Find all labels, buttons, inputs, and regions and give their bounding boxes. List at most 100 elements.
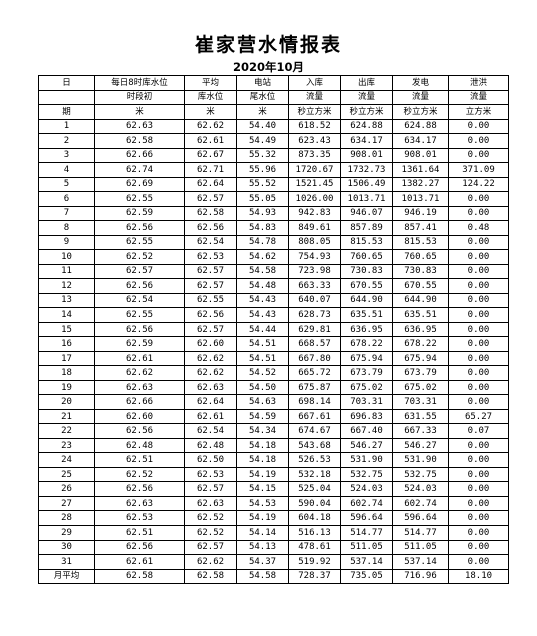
header-cell-tailwater-level: 尾水位 [236, 89, 289, 106]
cell-start-level: 62.56 [94, 321, 185, 338]
cell-spill-flow: 0.00 [448, 278, 509, 294]
table-row: 18 62.62 62.62 54.52 665.72 673.79 673.79 0.00 [38, 365, 509, 381]
cell-power-flow: 673.79 [392, 365, 449, 381]
cell-avg-level: 62.58 [184, 568, 237, 585]
cell-power-flow: 546.27 [392, 437, 449, 454]
cell-start-level: 62.61 [94, 554, 185, 570]
header-cell-power-flow: 发电 [392, 75, 449, 91]
cell-inflow: 519.92 [288, 554, 341, 570]
cell-outflow: 675.94 [340, 350, 393, 367]
cell-outflow: 675.02 [340, 379, 393, 396]
cell-avg-level: 62.62 [184, 365, 237, 381]
cell-avg-level: 62.71 [184, 162, 237, 178]
cell-start-level: 62.62 [94, 365, 185, 381]
cell-tailwater-level: 54.40 [236, 118, 289, 135]
cell-tailwater-level: 54.50 [236, 379, 289, 396]
cell-avg-level: 62.57 [184, 278, 237, 294]
cell-avg-level: 62.55 [184, 292, 237, 309]
table-row: 12 62.56 62.57 54.48 663.33 670.55 670.55 0.00 [38, 278, 509, 294]
cell-tailwater-level: 54.18 [236, 437, 289, 454]
cell-avg-level: 62.63 [184, 379, 237, 396]
cell-date: 17 [38, 350, 95, 367]
cell-power-flow: 524.03 [392, 481, 449, 497]
cell-outflow: 514.77 [340, 525, 393, 541]
cell-tailwater-level: 55.52 [236, 176, 289, 193]
header-cell-power-flow: 流量 [392, 89, 449, 106]
cell-inflow: 628.73 [288, 307, 341, 323]
cell-power-flow: 716.96 [392, 568, 449, 585]
cell-inflow: 698.14 [288, 394, 341, 410]
header-cell-inflow: 秒立方米 [288, 104, 341, 120]
cell-inflow: 1521.45 [288, 176, 341, 193]
cell-inflow: 526.53 [288, 452, 341, 468]
cell-inflow: 723.98 [288, 263, 341, 280]
cell-tailwater-level: 54.63 [236, 394, 289, 410]
cell-avg-level: 62.48 [184, 437, 237, 454]
cell-date: 25 [38, 466, 95, 483]
cell-spill-flow: 0.00 [448, 481, 509, 497]
cell-inflow: 618.52 [288, 118, 341, 135]
cell-inflow: 604.18 [288, 510, 341, 526]
cell-power-flow: 730.83 [392, 263, 449, 280]
cell-outflow: 602.74 [340, 495, 393, 512]
cell-power-flow: 946.19 [392, 205, 449, 222]
cell-tailwater-level: 54.51 [236, 350, 289, 367]
cell-power-flow: 635.51 [392, 307, 449, 323]
cell-start-level: 62.58 [94, 568, 185, 585]
cell-inflow: 532.18 [288, 466, 341, 483]
cell-tailwater-level: 54.58 [236, 568, 289, 585]
cell-spill-flow: 0.00 [448, 249, 509, 265]
cell-spill-flow: 124.22 [448, 176, 509, 193]
cell-spill-flow: 0.00 [448, 394, 509, 410]
header-cell-spill-flow: 泄洪 [448, 75, 509, 91]
cell-spill-flow: 0.00 [448, 191, 509, 207]
cell-inflow: 1720.67 [288, 162, 341, 178]
cell-power-flow: 511.05 [392, 539, 449, 555]
header-cell-tailwater-level: 米 [236, 104, 289, 120]
cell-tailwater-level: 55.05 [236, 191, 289, 207]
cell-outflow: 644.90 [340, 292, 393, 309]
header-cell-date: 日 [38, 75, 95, 91]
cell-inflow: 675.87 [288, 379, 341, 396]
table-row: 15 62.56 62.57 54.44 629.81 636.95 636.95 0.00 [38, 321, 509, 338]
cell-outflow: 667.40 [340, 423, 393, 439]
cell-avg-level: 62.56 [184, 307, 237, 323]
header-cell-inflow: 流量 [288, 89, 341, 106]
cell-inflow: 543.68 [288, 437, 341, 454]
cell-start-level: 62.53 [94, 510, 185, 526]
cell-tailwater-level: 54.34 [236, 423, 289, 439]
table-row: 7 62.59 62.58 54.93 942.83 946.07 946.19 0.00 [38, 205, 509, 222]
cell-tailwater-level: 54.58 [236, 263, 289, 280]
cell-power-flow: 815.53 [392, 234, 449, 251]
cell-date: 26 [38, 481, 95, 497]
cell-start-level: 62.51 [94, 452, 185, 468]
cell-power-flow: 1382.27 [392, 176, 449, 193]
cell-start-level: 62.52 [94, 249, 185, 265]
cell-inflow: 728.37 [288, 568, 341, 585]
cell-spill-flow: 0.00 [448, 292, 509, 309]
cell-inflow: 942.83 [288, 205, 341, 222]
cell-date: 30 [38, 539, 95, 555]
table-row: 22 62.56 62.54 54.34 674.67 667.40 667.33 0.07 [38, 423, 509, 439]
cell-outflow: 532.75 [340, 466, 393, 483]
cell-outflow: 703.31 [340, 394, 393, 410]
cell-tailwater-level: 54.59 [236, 408, 289, 425]
cell-tailwater-level: 54.52 [236, 365, 289, 381]
cell-start-level: 62.57 [94, 263, 185, 280]
cell-start-level: 62.54 [94, 292, 185, 309]
cell-outflow: 524.03 [340, 481, 393, 497]
cell-outflow: 1506.49 [340, 176, 393, 193]
table-row: 31 62.61 62.62 54.37 519.92 537.14 537.14 0.00 [38, 554, 509, 570]
cell-power-flow: 678.22 [392, 336, 449, 352]
cell-avg-level: 62.62 [184, 350, 237, 367]
table-body: 日每日8时库水位 平均 电站 入库 出库 发电 泄洪 时段初 库水位 尾水位 流量 流量 流量 流量期米米… [38, 75, 509, 585]
cell-date: 16 [38, 336, 95, 352]
cell-date: 21 [38, 408, 95, 425]
table-row: 16 62.59 62.60 54.51 668.57 678.22 678.22 0.00 [38, 336, 509, 352]
cell-outflow: 1013.71 [340, 191, 393, 207]
cell-outflow: 696.83 [340, 408, 393, 425]
cell-outflow: 1732.73 [340, 162, 393, 178]
cell-start-level: 62.51 [94, 525, 185, 541]
cell-start-level: 62.58 [94, 133, 185, 149]
cell-avg-level: 62.54 [184, 234, 237, 251]
